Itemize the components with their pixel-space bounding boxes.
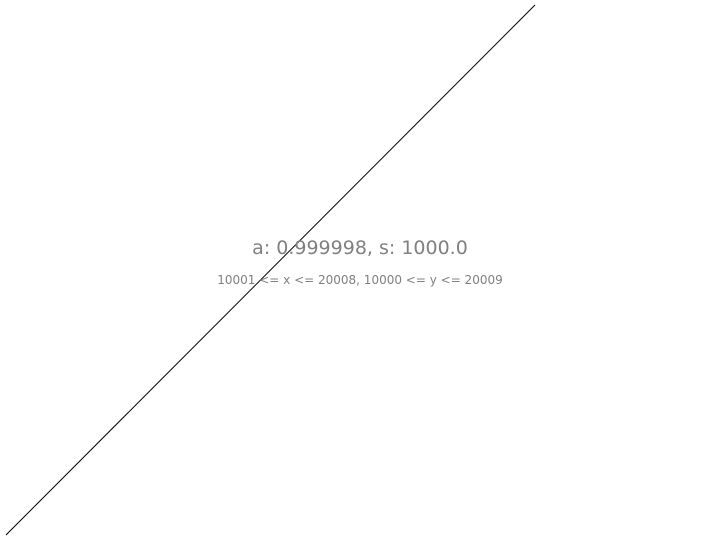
series-line-0: [5, 4, 536, 536]
series-layer: [5, 4, 536, 536]
